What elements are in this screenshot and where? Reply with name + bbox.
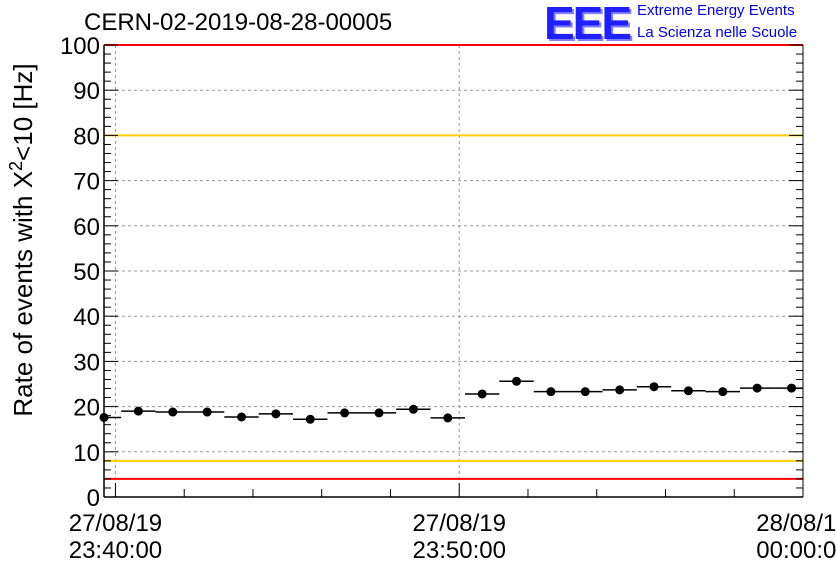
data-point bbox=[477, 389, 487, 399]
y-tick-label: 80 bbox=[73, 123, 100, 150]
data-point bbox=[787, 383, 797, 393]
y-tick-label: 90 bbox=[73, 78, 100, 105]
logo-line-1: Extreme Energy Events bbox=[637, 2, 795, 19]
x-tick-time: 23:40:00 bbox=[69, 537, 162, 564]
data-point bbox=[99, 412, 109, 422]
ticks: 010203040506070809010027/08/1923:40:0027… bbox=[60, 33, 836, 564]
data-point bbox=[752, 383, 762, 393]
eee-logo: EEE bbox=[544, 0, 632, 49]
data-point bbox=[615, 385, 625, 395]
data-point bbox=[683, 386, 693, 396]
reference-lines bbox=[104, 44, 803, 480]
y-tick-label: 60 bbox=[73, 214, 100, 241]
data-point bbox=[305, 414, 315, 424]
y-tick-label: 30 bbox=[73, 349, 100, 376]
y-tick-label: 0 bbox=[87, 485, 100, 512]
x-tick-date: 27/08/19 bbox=[413, 510, 506, 537]
x-tick-date: 27/08/19 bbox=[69, 510, 162, 537]
data-points bbox=[99, 376, 803, 424]
data-point bbox=[580, 387, 590, 397]
x-tick-time: 23:50:00 bbox=[413, 537, 506, 564]
data-point bbox=[718, 387, 728, 397]
y-tick-label: 50 bbox=[73, 259, 100, 286]
x-tick-time: 00:00:00 bbox=[756, 537, 836, 564]
data-point bbox=[374, 408, 384, 418]
run-title: CERN-02-2019-08-28-00005 bbox=[84, 9, 393, 36]
y-axis-label: Rate of events with X2<10 [Hz] bbox=[6, 63, 38, 416]
data-point bbox=[202, 407, 212, 417]
data-point bbox=[512, 376, 522, 386]
data-point bbox=[546, 387, 556, 397]
logo-line-2: La Scienza nelle Scuole bbox=[637, 24, 798, 41]
data-point bbox=[443, 413, 453, 423]
y-tick-label: 100 bbox=[60, 33, 100, 60]
y-tick-label: 20 bbox=[73, 395, 100, 422]
data-point bbox=[340, 408, 350, 418]
x-tick-date: 28/08/19 bbox=[756, 510, 836, 537]
data-point bbox=[133, 406, 143, 416]
y-tick-label: 70 bbox=[73, 169, 100, 196]
y-tick-label: 10 bbox=[73, 440, 100, 467]
data-point bbox=[168, 407, 178, 417]
data-point bbox=[408, 404, 418, 414]
grid bbox=[104, 45, 803, 497]
data-point bbox=[271, 409, 281, 419]
data-point bbox=[649, 382, 659, 392]
y-tick-label: 40 bbox=[73, 304, 100, 331]
data-point bbox=[237, 412, 247, 422]
